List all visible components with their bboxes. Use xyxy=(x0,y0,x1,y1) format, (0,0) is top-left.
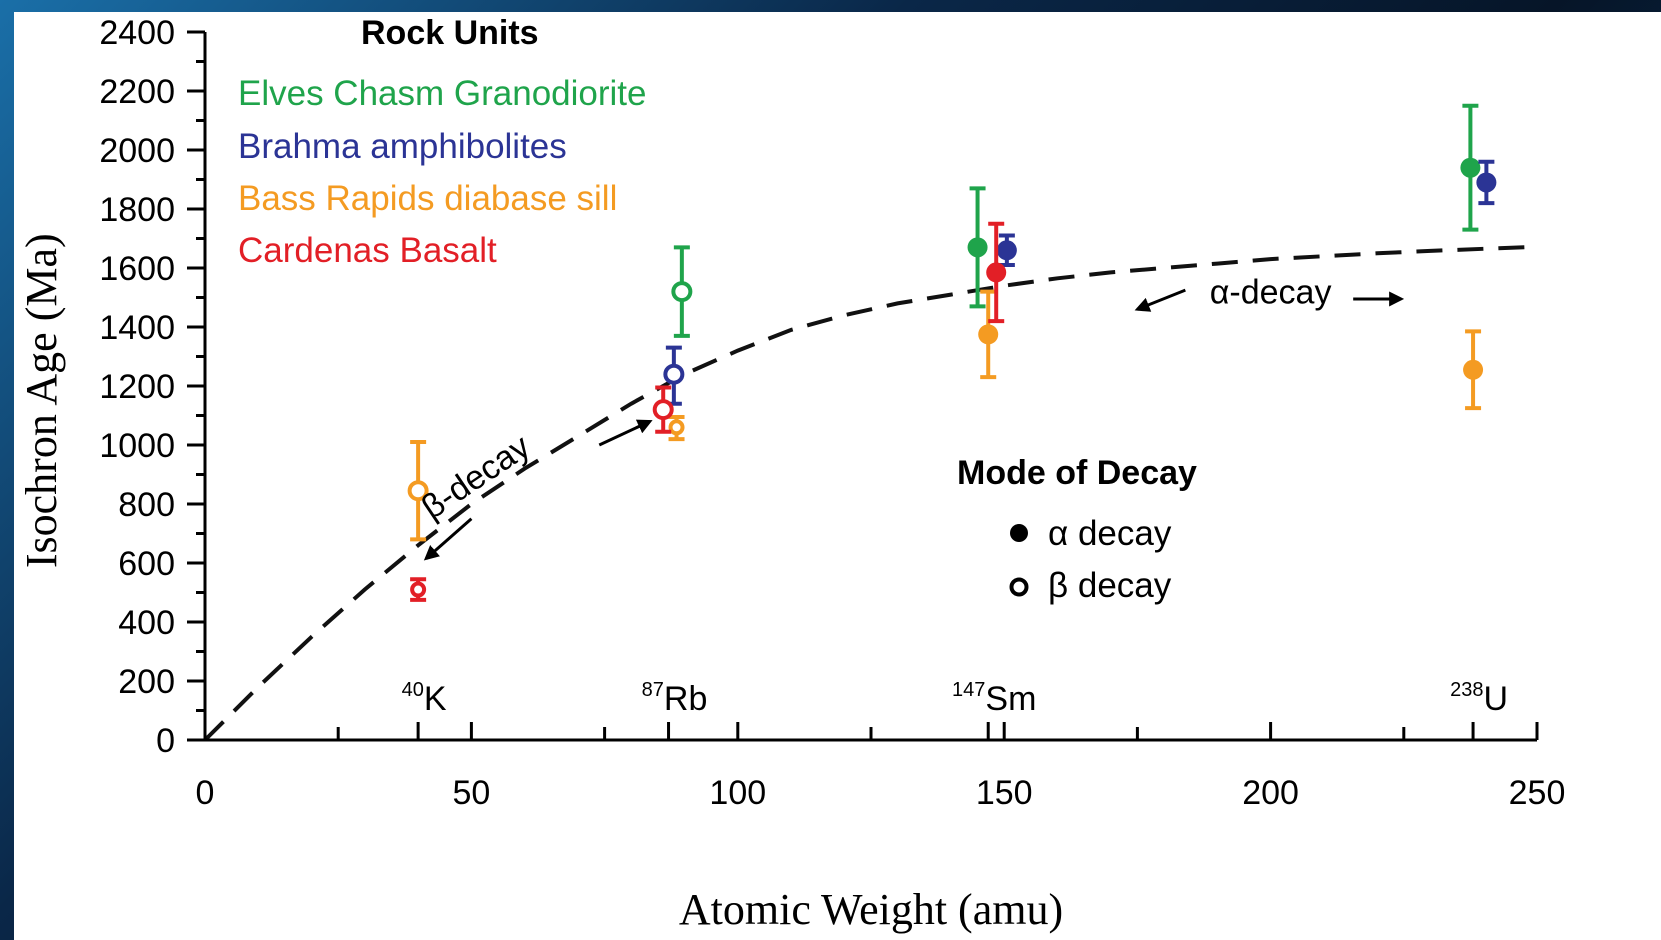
isochron-chart: 0200400600800100012001400160018002000220… xyxy=(17,14,1566,934)
isotope-label-u: 238U xyxy=(1450,679,1508,718)
data-point xyxy=(671,245,693,338)
isotope-symbol: Rb xyxy=(664,680,707,718)
chart-panel: 0 200 400 600 800 1000 1200 1400 1600 1800 2000 220… xyxy=(14,12,1661,940)
x-axis-title: Atomic Weight (amu) xyxy=(679,885,1063,934)
isotope-mass: 87 xyxy=(642,679,664,701)
legend-item-bass-rapids: Bass Rapids diabase sill xyxy=(238,179,617,218)
x-tick-label: 250 xyxy=(1509,774,1566,812)
beta-decay-marker xyxy=(668,419,685,436)
beta-decay-marker xyxy=(652,399,674,421)
isotope-label-sm: 147Sm xyxy=(952,679,1036,718)
data-point xyxy=(410,577,427,602)
y-tick-label: 1400 xyxy=(99,309,175,347)
alpha-arrow-left xyxy=(1134,288,1186,312)
isotope-mass: 40 xyxy=(402,679,424,701)
trend-curve xyxy=(203,244,1538,742)
data-point xyxy=(996,233,1017,268)
legend-item-brahma: Brahma amphibolites xyxy=(238,127,567,166)
y-axis-title: Isochron Age (Ma) xyxy=(17,233,66,568)
decay-legend-alpha-marker xyxy=(1010,524,1028,542)
alpha-decay-marker xyxy=(1463,359,1484,380)
legend-title: Rock Units xyxy=(361,14,539,52)
x-tick-label: 100 xyxy=(709,774,766,812)
alpha-decay-marker xyxy=(1460,157,1481,178)
data-point xyxy=(652,385,674,434)
y-tick-label: 2000 xyxy=(99,132,175,170)
x-tick-label: 50 xyxy=(452,774,490,812)
isotope-mass: 238 xyxy=(1450,679,1483,701)
x-tick-label: 0 xyxy=(196,774,215,812)
isotope-symbol: K xyxy=(424,680,447,718)
decay-legend-beta-marker xyxy=(1009,577,1029,597)
data-point xyxy=(1460,103,1481,232)
beta-decay-marker xyxy=(671,281,693,303)
legend-item-elves-chasm: Elves Chasm Granodiorite xyxy=(238,74,647,113)
y-tick-label: 200 xyxy=(118,663,175,701)
alpha-decay-marker xyxy=(1476,172,1497,193)
decay-legend-alpha-label: α decay xyxy=(1048,514,1172,553)
data-point xyxy=(978,289,999,380)
beta-decay-annotation: β-decay xyxy=(415,427,537,527)
data-point xyxy=(663,345,685,406)
isotope-label-rb: 87Rb xyxy=(642,679,708,718)
x-tick-label: 150 xyxy=(976,774,1033,812)
alpha-decay-marker xyxy=(996,240,1017,261)
beta-decay-marker xyxy=(407,480,429,502)
y-tick-label: 2200 xyxy=(99,73,175,111)
y-tick-label: 600 xyxy=(118,545,175,583)
data-point xyxy=(967,186,988,309)
y-tick-label: 800 xyxy=(118,486,175,524)
data-point xyxy=(407,440,429,542)
data-point xyxy=(986,221,1007,324)
beta-arrow-left xyxy=(423,517,473,561)
y-tick-label: 2400 xyxy=(99,14,175,52)
y-tick-label: 400 xyxy=(118,604,175,642)
isotope-label-k: 40K xyxy=(402,679,447,718)
y-tick-label: 1000 xyxy=(99,427,175,465)
alpha-decay-marker xyxy=(967,237,988,258)
beta-arrow-right xyxy=(598,419,653,447)
legend-item-cardenas: Cardenas Basalt xyxy=(238,231,497,270)
isotope-symbol: U xyxy=(1483,680,1508,718)
alpha-decay-marker xyxy=(978,324,999,345)
data-point xyxy=(668,414,685,442)
alpha-decay-annotation: α-decay xyxy=(1210,274,1332,312)
decay-legend-beta-label: β decay xyxy=(1048,566,1172,605)
alpha-decay-marker xyxy=(986,262,1007,283)
x-tick-label: 200 xyxy=(1242,774,1299,812)
y-tick-label: 1200 xyxy=(99,368,175,406)
isotope-mass: 147 xyxy=(952,679,985,701)
y-tick-label: 1800 xyxy=(99,191,175,229)
beta-decay-marker xyxy=(410,581,427,598)
isotope-symbol: Sm xyxy=(985,680,1036,718)
data-point xyxy=(1476,159,1497,206)
decay-legend-title: Mode of Decay xyxy=(957,454,1197,492)
y-tick-label: 1600 xyxy=(99,250,175,288)
beta-decay-marker xyxy=(663,363,685,385)
data-point xyxy=(1463,329,1484,411)
y-tick-label: 0 xyxy=(156,722,175,760)
